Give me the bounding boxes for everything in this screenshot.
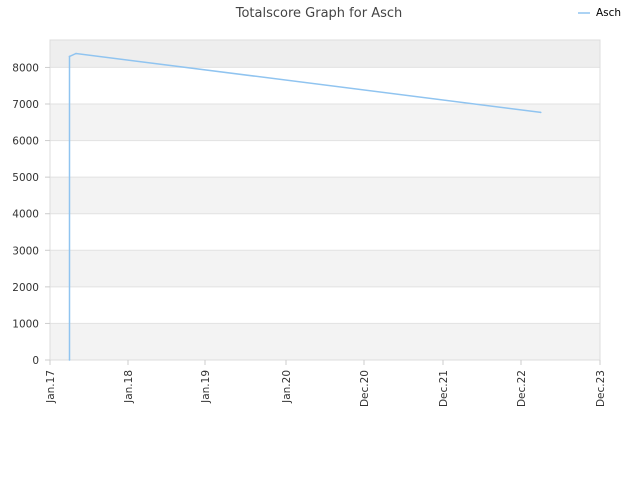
plot-band <box>50 213 600 251</box>
plot-frame <box>49 39 601 361</box>
plot-band <box>50 177 600 214</box>
y-tick-label: 3000 <box>12 245 39 257</box>
x-tick-label: Dec.20 <box>359 370 371 407</box>
y-tick-label: 4000 <box>12 209 39 221</box>
plot-band <box>50 140 600 178</box>
x-axis-ticks: Jan.17 Jan.18 Jan.19 Jan.20 Dec.20 Dec.21 Dec.… <box>45 360 607 407</box>
y-axis-ticks: 0 1000 2000 3000 4000 5000 6000 7000 8000 <box>12 62 50 367</box>
x-tick-label: Jan.18 <box>123 370 135 404</box>
series-line-asch <box>68 52 541 360</box>
y-tick-label: 7000 <box>12 99 39 111</box>
plot-band-top <box>50 40 600 68</box>
data-point <box>75 52 77 55</box>
plot-band <box>50 323 600 360</box>
y-tick-label: 6000 <box>12 136 39 148</box>
x-tick-label: Jan.19 <box>200 370 212 404</box>
y-tick-label: 8000 <box>12 62 39 74</box>
x-tick-label: Dec.21 <box>438 370 450 407</box>
y-tick-label: 0 <box>32 355 39 367</box>
x-tick-label: Dec.23 <box>595 370 607 407</box>
data-point <box>68 359 71 361</box>
y-tick-label: 1000 <box>12 318 39 330</box>
chart-title: Totalscore Graph for Asch <box>235 6 403 21</box>
y-tick-label: 5000 <box>12 172 39 184</box>
x-tick-label: Jan.20 <box>281 370 293 404</box>
plot-bands <box>50 40 600 360</box>
y-tick-label: 2000 <box>12 282 39 294</box>
x-tick-label: Jan.17 <box>45 370 57 404</box>
legend-label-asch: Asch <box>596 7 621 19</box>
x-tick-label: Dec.22 <box>516 370 528 407</box>
data-point <box>539 111 542 114</box>
plot-band <box>50 286 600 324</box>
data-point <box>68 55 71 58</box>
plot-band <box>50 104 600 141</box>
plot-band <box>50 250 600 287</box>
series-layer <box>68 52 542 361</box>
legend: Asch <box>578 7 621 19</box>
